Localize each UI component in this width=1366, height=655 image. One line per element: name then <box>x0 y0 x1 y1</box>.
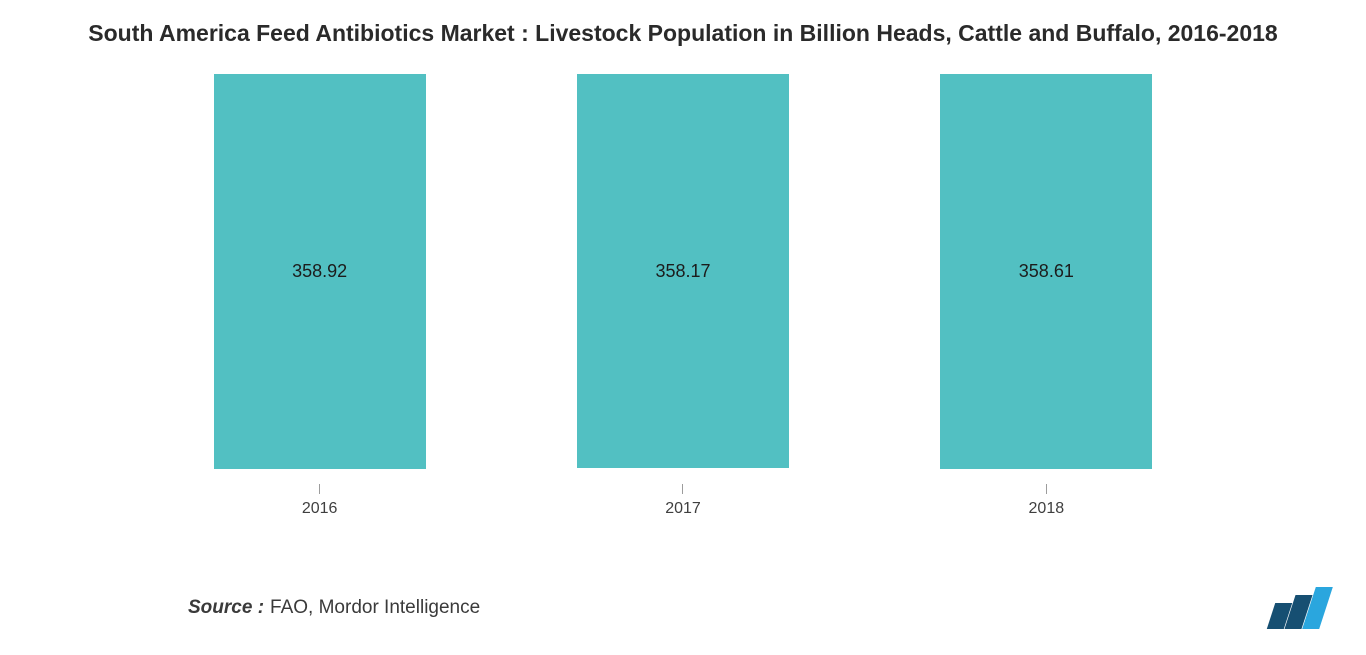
chart-container: South America Feed Antibiotics Market : … <box>0 0 1366 655</box>
x-axis-tick <box>1046 484 1047 494</box>
bar-group: 358.61 <box>865 74 1228 484</box>
brand-logo-icon <box>1271 587 1326 629</box>
bar-group: 358.92 <box>138 74 501 484</box>
x-axis-tick <box>682 484 683 494</box>
source-value: FAO, Mordor Intelligence <box>270 597 480 619</box>
source-line: Source : FAO, Mordor Intelligence <box>188 597 480 619</box>
chart-title: South America Feed Antibiotics Market : … <box>36 18 1330 49</box>
x-axis-label-col: 2017 <box>501 484 864 518</box>
source-prefix: Source : <box>188 597 264 619</box>
x-axis-category-label: 2016 <box>302 500 338 518</box>
x-axis-label-col: 2018 <box>865 484 1228 518</box>
x-axis-tick <box>319 484 320 494</box>
chart-footer: Source : FAO, Mordor Intelligence <box>0 587 1366 629</box>
bar: 358.17 <box>577 74 789 468</box>
bar-value-label: 358.61 <box>1019 261 1074 282</box>
bar-value-label: 358.92 <box>292 261 347 282</box>
x-axis-label-col: 2016 <box>138 484 501 518</box>
x-axis-category-label: 2017 <box>665 500 701 518</box>
x-axis-labels: 2016 2017 2018 <box>138 484 1228 518</box>
bar: 358.92 <box>214 74 426 469</box>
x-axis-category-label: 2018 <box>1029 500 1065 518</box>
bars-row: 358.92 358.17 358.61 <box>138 74 1228 484</box>
title-wrap: South America Feed Antibiotics Market : … <box>28 18 1338 49</box>
plot-area: 358.92 358.17 358.61 <box>138 74 1228 484</box>
bar: 358.61 <box>940 74 1152 468</box>
bar-group: 358.17 <box>501 74 864 484</box>
bar-value-label: 358.17 <box>655 261 710 282</box>
